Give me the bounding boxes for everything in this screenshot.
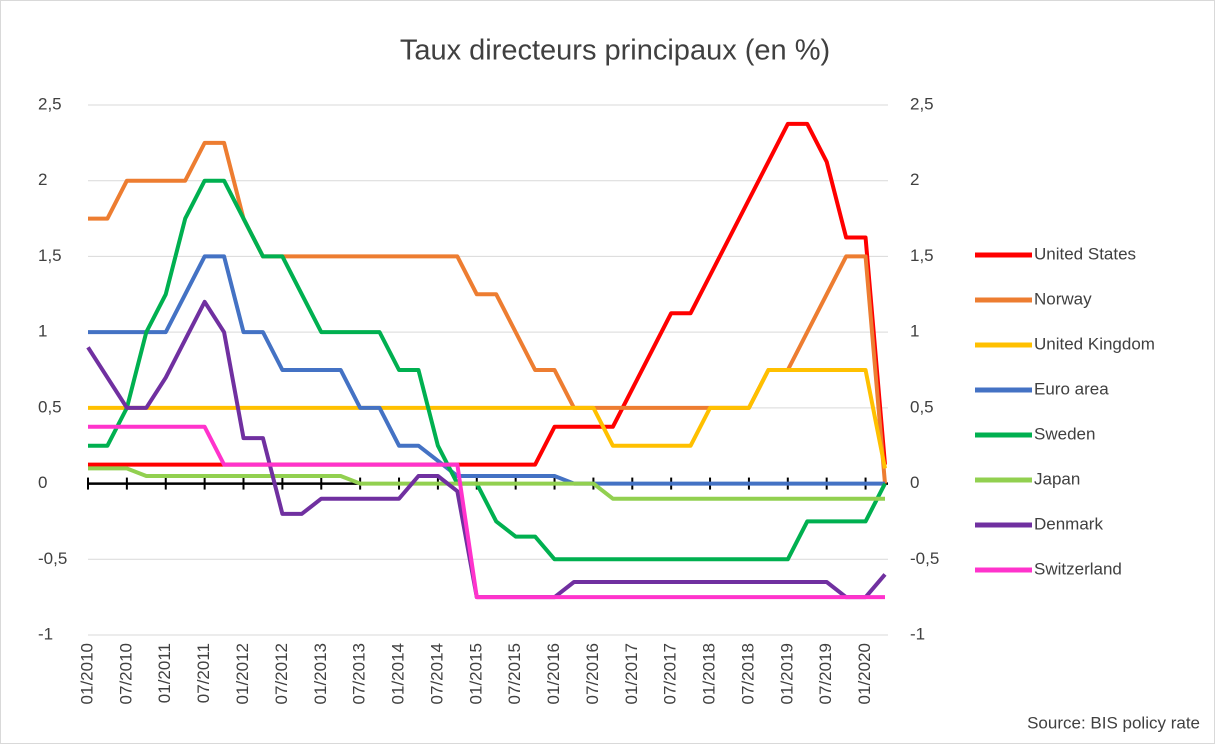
legend-label: Denmark bbox=[1034, 514, 1103, 533]
x-tick-label: 07/2019 bbox=[816, 643, 835, 704]
y-tick-label: 1,5 bbox=[38, 246, 62, 265]
legend-label: Japan bbox=[1034, 469, 1080, 488]
y-tick-label: -1 bbox=[38, 624, 53, 643]
y-tick-label: 2 bbox=[38, 170, 47, 189]
y-tick-label: -0,5 bbox=[38, 549, 67, 568]
x-tick-label: 07/2013 bbox=[350, 643, 369, 704]
x-tick-label: 01/2017 bbox=[622, 643, 641, 704]
y2-tick-label: 0 bbox=[910, 473, 919, 492]
y-tick-label: 1 bbox=[38, 322, 47, 341]
x-tick-label: 01/2016 bbox=[544, 643, 563, 704]
legend-label: Sweden bbox=[1034, 424, 1095, 443]
x-tick-label: 07/2010 bbox=[116, 643, 135, 704]
chart-title: Taux directeurs principaux (en %) bbox=[400, 35, 830, 67]
x-tick-label: 07/2016 bbox=[583, 643, 602, 704]
legend-label: Euro area bbox=[1034, 379, 1109, 398]
x-tick-label: 01/2012 bbox=[233, 643, 252, 704]
series-line bbox=[88, 424, 885, 600]
y2-tick-label: -1 bbox=[910, 624, 925, 643]
series-line bbox=[88, 254, 885, 486]
x-tick-label: 07/2012 bbox=[272, 643, 291, 704]
series-line bbox=[88, 466, 885, 501]
x-tick-label: 01/2018 bbox=[700, 643, 719, 704]
y2-tick-label: 2,5 bbox=[910, 94, 934, 113]
x-tick-label: 01/2020 bbox=[855, 643, 874, 704]
source-note: Source: BIS policy rate bbox=[1027, 713, 1200, 732]
x-tick-label: 07/2011 bbox=[194, 643, 213, 703]
series-line bbox=[88, 178, 887, 562]
y2-tick-label: 0,5 bbox=[910, 397, 934, 416]
legend-label: Switzerland bbox=[1034, 559, 1122, 578]
y-tick-label: 2,5 bbox=[38, 94, 62, 113]
x-tick-label: 01/2019 bbox=[777, 643, 796, 704]
y2-tick-label: 1,5 bbox=[910, 246, 934, 265]
x-tick-label: 01/2013 bbox=[311, 643, 330, 704]
series-line bbox=[88, 368, 887, 469]
x-tick-label: 01/2015 bbox=[466, 643, 485, 704]
x-tick-label: 07/2014 bbox=[427, 643, 446, 704]
x-tick-label: 07/2015 bbox=[505, 643, 524, 704]
x-tick-label: 01/2010 bbox=[77, 643, 96, 704]
y-tick-label: 0 bbox=[38, 473, 47, 492]
x-tick-label: 01/2011 bbox=[155, 643, 174, 703]
legend-label: Norway bbox=[1034, 289, 1092, 308]
y-tick-label: 0,5 bbox=[38, 397, 62, 416]
x-tick-label: 07/2018 bbox=[738, 643, 757, 704]
x-tick-label: 01/2014 bbox=[389, 643, 408, 704]
y2-tick-label: 2 bbox=[910, 170, 919, 189]
y2-tick-label: 1 bbox=[910, 322, 919, 341]
x-tick-label: 07/2017 bbox=[661, 643, 680, 704]
legend-label: United Kingdom bbox=[1034, 334, 1155, 353]
series-line bbox=[88, 121, 887, 467]
y2-tick-label: -0,5 bbox=[910, 549, 939, 568]
legend-label: United States bbox=[1034, 244, 1136, 263]
